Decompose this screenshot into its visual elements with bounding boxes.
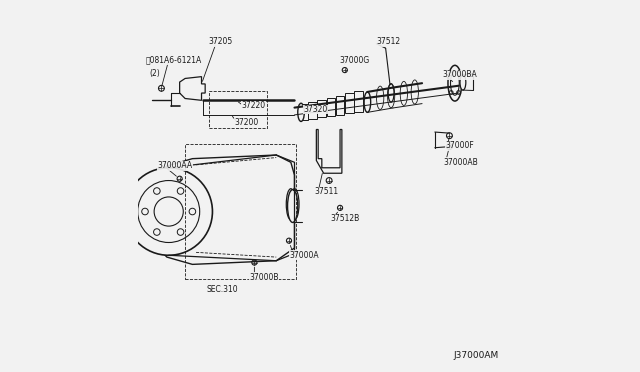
Polygon shape	[180, 77, 205, 100]
Text: 37205: 37205	[209, 38, 233, 46]
Text: 37000A: 37000A	[289, 251, 319, 260]
Text: SEC.310: SEC.310	[207, 285, 239, 294]
Ellipse shape	[387, 84, 395, 108]
Polygon shape	[158, 155, 294, 264]
Bar	[317, 100, 326, 118]
Ellipse shape	[287, 190, 298, 222]
Circle shape	[138, 180, 200, 243]
Ellipse shape	[376, 86, 384, 109]
Text: J37000AM: J37000AM	[453, 351, 499, 360]
Text: 37000AB: 37000AB	[444, 158, 478, 167]
Ellipse shape	[298, 103, 305, 122]
Text: 37000F: 37000F	[446, 141, 474, 150]
Text: 37511: 37511	[314, 187, 339, 196]
Text: 37000G: 37000G	[339, 56, 369, 65]
Ellipse shape	[290, 189, 299, 220]
Text: 37000B: 37000B	[249, 273, 278, 282]
Text: 37220: 37220	[242, 101, 266, 110]
Circle shape	[125, 168, 212, 255]
Text: 37000BA: 37000BA	[442, 70, 477, 79]
Bar	[326, 98, 335, 116]
Polygon shape	[316, 129, 342, 173]
Text: 37000AA: 37000AA	[158, 161, 193, 170]
Bar	[300, 104, 308, 121]
Ellipse shape	[286, 189, 296, 220]
Bar	[209, 91, 267, 128]
Ellipse shape	[388, 84, 394, 102]
Bar	[185, 144, 296, 279]
Ellipse shape	[364, 92, 371, 112]
Bar	[354, 91, 363, 112]
Text: 37200: 37200	[234, 118, 259, 127]
Text: 37320: 37320	[303, 105, 328, 114]
Text: 37512B: 37512B	[330, 214, 360, 223]
Text: Ⓑ081A6-6121A: Ⓑ081A6-6121A	[146, 56, 202, 65]
Ellipse shape	[400, 81, 408, 105]
Ellipse shape	[448, 65, 462, 101]
Bar	[335, 96, 344, 115]
Bar	[308, 102, 317, 119]
Text: 37512: 37512	[376, 38, 401, 46]
Text: (2): (2)	[149, 69, 160, 78]
Bar	[345, 93, 353, 113]
Ellipse shape	[460, 75, 466, 90]
Ellipse shape	[411, 80, 419, 104]
